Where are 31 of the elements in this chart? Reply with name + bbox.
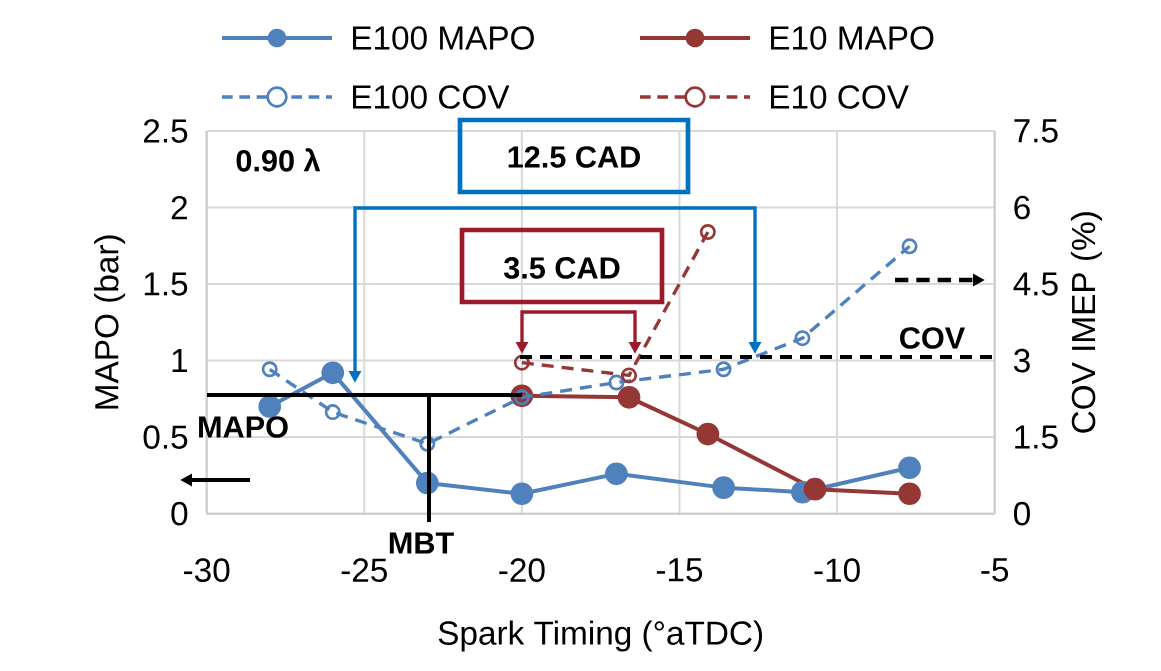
y-tick-label: 1	[172, 349, 188, 373]
x-tick-label: -30	[184, 558, 230, 582]
legend-label: E10 COV	[771, 85, 909, 109]
y2-tick-label: 3	[1013, 348, 1030, 373]
x-tick-label: -15	[656, 558, 703, 582]
y-tick-label: 0	[171, 501, 188, 526]
y2-tick-label: 1.5	[1015, 425, 1058, 449]
annotation: MAPO	[199, 416, 288, 438]
x-tick-label: -20	[499, 558, 545, 582]
y2-tick-label: 0	[1014, 501, 1030, 526]
y2-tick-label: 6	[1014, 195, 1030, 220]
y-tick-label: 2.5	[143, 119, 188, 143]
y-tick-label: 2	[171, 195, 187, 220]
legend-label: E10 MAPO	[771, 26, 934, 50]
annotation: 0.90 λ	[236, 148, 321, 172]
annotation: 3.5 CAD	[503, 257, 620, 279]
y-tick-label: 0.5	[143, 425, 188, 449]
y2-tick-label: 4.5	[1013, 272, 1058, 296]
annotation: 12.5 CAD	[508, 146, 640, 168]
y-tick-label: 1.5	[144, 272, 188, 296]
x-tick-label: -25	[341, 558, 387, 582]
x-tick-label: -5	[981, 558, 1009, 582]
legend-label: E100 MAPO	[353, 26, 534, 50]
y2-tick-label: 7.5	[1014, 119, 1058, 143]
y2-axis-title: COV IMEP (%)	[1070, 212, 1102, 433]
annotation: COV	[900, 327, 966, 349]
x-axis-title: Spark Timing (°aTDC)	[438, 620, 763, 652]
y-axis-title: MAPO (bar)	[94, 235, 126, 409]
x-tick-label: -10	[814, 558, 860, 582]
legend-label: E100 COV	[353, 85, 510, 109]
text: MBT	[389, 532, 454, 554]
